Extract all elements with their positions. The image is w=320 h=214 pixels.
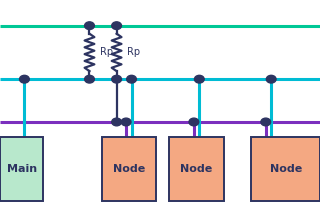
Circle shape xyxy=(121,118,131,126)
FancyBboxPatch shape xyxy=(0,137,44,201)
Text: Node: Node xyxy=(113,164,145,174)
Circle shape xyxy=(112,118,122,126)
Text: Main: Main xyxy=(7,164,37,174)
Circle shape xyxy=(127,75,136,83)
Circle shape xyxy=(20,75,29,83)
FancyBboxPatch shape xyxy=(251,137,320,201)
Circle shape xyxy=(112,22,122,30)
Text: Rp: Rp xyxy=(100,48,113,57)
Circle shape xyxy=(112,75,122,83)
Circle shape xyxy=(261,118,271,126)
Text: Node: Node xyxy=(180,164,213,174)
FancyBboxPatch shape xyxy=(170,137,224,201)
Circle shape xyxy=(84,22,94,30)
Circle shape xyxy=(266,75,276,83)
Circle shape xyxy=(84,75,94,83)
Text: Node: Node xyxy=(270,164,302,174)
FancyBboxPatch shape xyxy=(102,137,156,201)
Circle shape xyxy=(189,118,199,126)
Circle shape xyxy=(195,75,204,83)
Text: Rp: Rp xyxy=(127,48,140,57)
